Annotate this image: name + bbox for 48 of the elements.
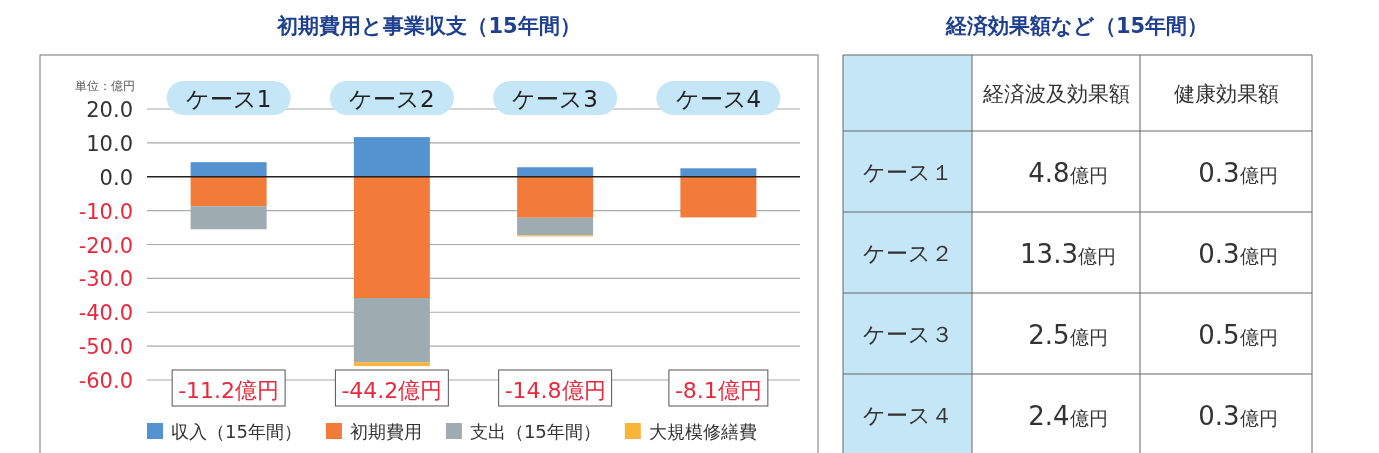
y-axis-title: 単位：億円 [75, 79, 135, 93]
x-tick-label: ケース1 [185, 86, 272, 112]
bar [517, 217, 594, 236]
y-tick-label: -10.0 [78, 199, 133, 224]
bar [353, 176, 430, 299]
y-tick-label: -30.0 [78, 267, 133, 292]
text: 4.8億円 [1028, 157, 1108, 188]
chart-title: 初期費用と事業収支（15年間） [276, 14, 581, 38]
x-tick-label: ケース3 [512, 86, 598, 112]
text: 2.4億円 [1028, 400, 1108, 431]
annotation: -8.1億円 [674, 378, 762, 403]
text: 0.3億円 [1198, 238, 1278, 269]
text: 2.5億円 [1028, 319, 1108, 350]
legend-label: 初期費用 [349, 421, 422, 442]
category-label: ケース２ [862, 240, 953, 266]
bar [353, 137, 430, 177]
legend-label: 収入（15年間） [171, 421, 302, 442]
bar [517, 167, 594, 177]
y-tick-label: 0.0 [99, 165, 133, 190]
category-label: ケース４ [862, 402, 953, 428]
annotation: -11.2億円 [178, 378, 280, 403]
text: 0.3億円 [1198, 157, 1278, 188]
y-tick-label: -60.0 [78, 369, 133, 393]
x-tick-label: ケース2 [349, 86, 435, 112]
bar [680, 168, 757, 177]
text: 13.3億円 [1020, 238, 1116, 269]
y-tick-label: -40.0 [78, 301, 133, 326]
annotation: -14.8億円 [504, 378, 606, 403]
text: 0.3億円 [1198, 400, 1278, 431]
text: 経済効果額など（15年間） [944, 14, 1209, 38]
y-tick-label: -20.0 [78, 233, 133, 258]
bar [680, 176, 757, 218]
x-tick-label: ケース4 [675, 86, 762, 112]
bar [517, 176, 594, 218]
legend-label: 大規模修繕費 [648, 421, 757, 442]
bar [190, 176, 267, 207]
annotation: -44.2億円 [341, 378, 443, 403]
category-label: ケース１ [862, 159, 953, 185]
y-tick-label: -50.0 [78, 335, 133, 360]
y-tick-label: 10.0 [86, 131, 133, 156]
category-label: ケース３ [862, 321, 953, 347]
category-label: 経済波及効果額 [981, 82, 1130, 106]
bar [190, 162, 267, 177]
category-label: 健康効果額 [1173, 82, 1279, 106]
legend-label: 支出（15年間） [469, 421, 601, 442]
bar [353, 362, 430, 367]
y-tick-label: 20.0 [86, 98, 133, 122]
text: 0.5億円 [1198, 319, 1278, 350]
